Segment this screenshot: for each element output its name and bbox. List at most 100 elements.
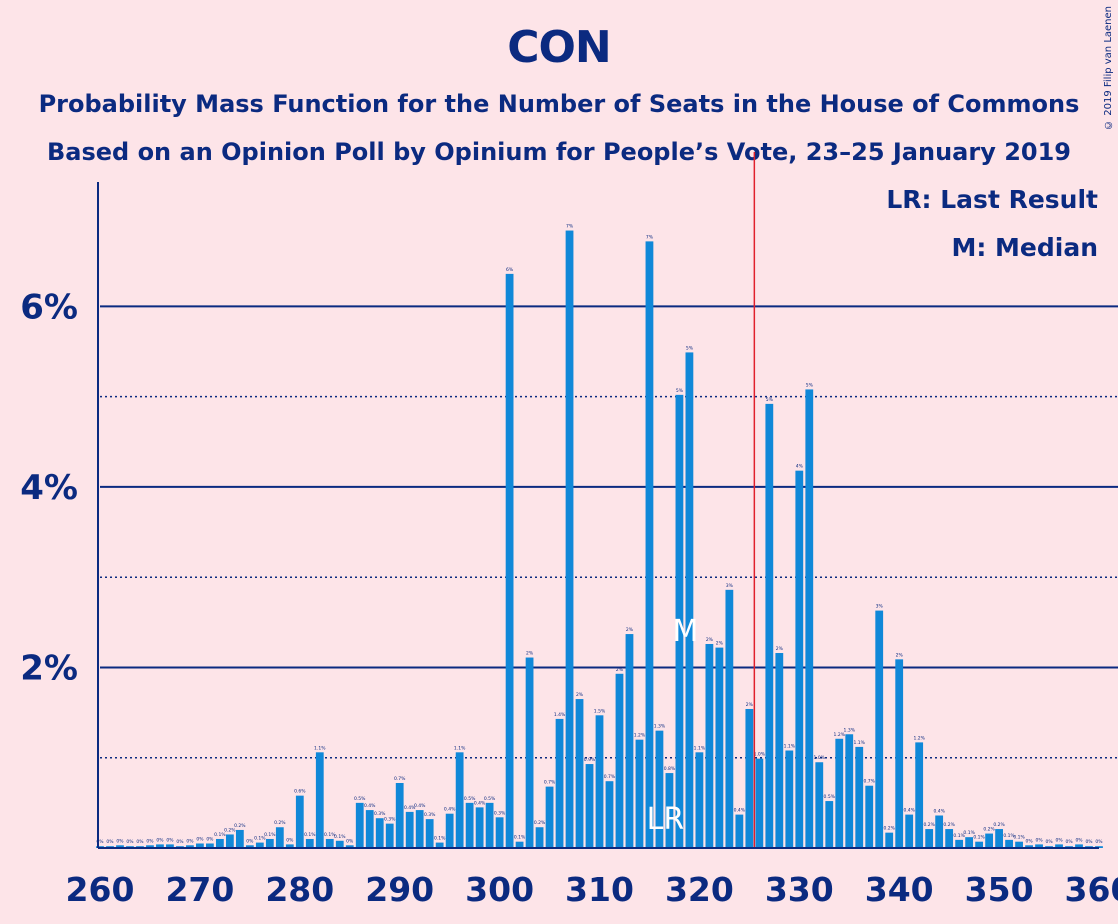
bar-349 (985, 833, 994, 848)
bar-295 (445, 813, 454, 848)
bar-label-355: 0% (1045, 839, 1053, 845)
bar-label-306: 1.4% (554, 712, 566, 718)
bar-310 (595, 715, 604, 848)
bar-334 (835, 738, 844, 848)
bar-305 (545, 786, 554, 848)
bar-label-358: 0% (1075, 837, 1083, 843)
bar-307 (565, 230, 574, 849)
bar-label-339: 0.2% (883, 826, 895, 832)
bar-352 (1015, 841, 1023, 848)
bar-label-277: 0.1% (264, 832, 276, 838)
x-tick-label: 360 (1065, 870, 1118, 909)
bar-label-313: 2% (626, 627, 634, 633)
x-tick-label: 280 (265, 870, 334, 909)
bar-label-309: 0.9% (584, 757, 596, 763)
bar-label-346: 0.1% (953, 833, 965, 839)
bar-319 (685, 352, 694, 848)
bar-label-300: 0.3% (494, 810, 506, 816)
bar-346 (955, 839, 964, 848)
bar-label-296: 1.1% (454, 745, 466, 751)
bar-331 (805, 389, 814, 848)
bar-label-303: 2% (526, 651, 534, 657)
bar-label-324: 0.4% (734, 808, 746, 814)
bar-label-311: 0.7% (604, 774, 616, 780)
bar-label-294: 0.1% (434, 836, 446, 842)
x-tick-label: 270 (165, 870, 234, 909)
bar-314 (635, 739, 644, 848)
bar-label-319: 5% (686, 345, 694, 351)
bar-label-327: 5% (766, 397, 774, 403)
markers: LR M (647, 614, 699, 837)
bar-291 (405, 811, 414, 848)
bar-label-298: 0.4% (474, 800, 486, 806)
bar-label-292: 0.4% (414, 803, 426, 809)
grid-lines (100, 305, 1118, 759)
bar-label-275: 0% (246, 838, 254, 844)
bar-label-338: 3% (876, 604, 884, 610)
bar-label-350: 0.2% (993, 822, 1005, 828)
bar-284 (335, 840, 344, 848)
bar-label-359: 0% (1085, 839, 1093, 845)
bar-label-264: 0% (136, 839, 144, 845)
bar-label-312: 2% (616, 667, 624, 673)
bar-303 (525, 657, 534, 848)
bar-label-265: 0% (146, 838, 154, 844)
bar-312 (615, 673, 624, 848)
bar-277 (265, 838, 274, 848)
bar-label-271: 0% (206, 836, 214, 842)
x-tick-label: 330 (765, 870, 834, 909)
bar-283 (325, 838, 334, 848)
bar-label-317: 0.8% (664, 766, 676, 772)
bar-278 (275, 827, 284, 848)
bar-335 (845, 734, 854, 848)
bar-labels: 0% 0% 0% 0% 0% 0% 0% 0% 0% 0% 0% 0%0.1%0.2%0.2%0%0.… (96, 224, 1103, 846)
bar-label-345: 0.2% (943, 822, 955, 828)
bar-label-333: 0.5% (824, 794, 836, 800)
bar-344 (935, 815, 944, 848)
bar-label-354: 0% (1035, 837, 1043, 843)
bar-label-260: 0% (96, 839, 104, 845)
x-tick-label: 290 (365, 870, 434, 909)
bar-label-289: 0.3% (384, 817, 396, 823)
bar-label-304: 0.2% (534, 820, 546, 826)
bar-288 (375, 818, 384, 848)
bar-label-262: 0% (116, 838, 124, 844)
bar-label-330: 4% (796, 464, 804, 470)
bar-341 (905, 814, 914, 848)
bar-label-263: 0% (126, 839, 134, 845)
bar-label-272: 0.1% (214, 832, 226, 838)
bar-293 (425, 819, 434, 848)
bar-297 (465, 802, 474, 848)
bar-label-288: 0.3% (374, 811, 386, 817)
bar-351 (1005, 839, 1013, 848)
bar-label-320: 1.1% (694, 745, 706, 751)
bar-333 (825, 801, 834, 848)
bar-label-351: 0.1% (1003, 833, 1015, 839)
bar-label-285: 0% (346, 838, 354, 844)
bar-label-332: 1.0% (814, 755, 826, 761)
bar-276 (255, 842, 264, 848)
bar-321 (705, 643, 714, 848)
bar-339 (885, 832, 894, 848)
bar-316 (655, 730, 664, 848)
bar-287 (365, 810, 374, 848)
chart-title: CON (507, 22, 612, 73)
bar-337 (865, 785, 874, 848)
x-tick-label: 350 (965, 870, 1034, 909)
bars (96, 230, 1103, 849)
bar-label-322: 2% (716, 641, 724, 647)
bar-label-344: 0.4% (933, 809, 945, 815)
bar-label-273: 0.2% (224, 827, 236, 833)
bar-label-299: 0.5% (484, 796, 496, 802)
bar-label-270: 0% (196, 836, 204, 842)
bar-272 (215, 838, 224, 848)
bar-343 (925, 829, 934, 848)
bar-282 (315, 752, 324, 848)
bar-356 (1055, 844, 1063, 848)
bar-304 (535, 827, 544, 848)
bar-302 (515, 841, 524, 848)
bar-262 (116, 845, 124, 848)
bar-285 (345, 845, 354, 848)
bar-340 (895, 659, 904, 848)
